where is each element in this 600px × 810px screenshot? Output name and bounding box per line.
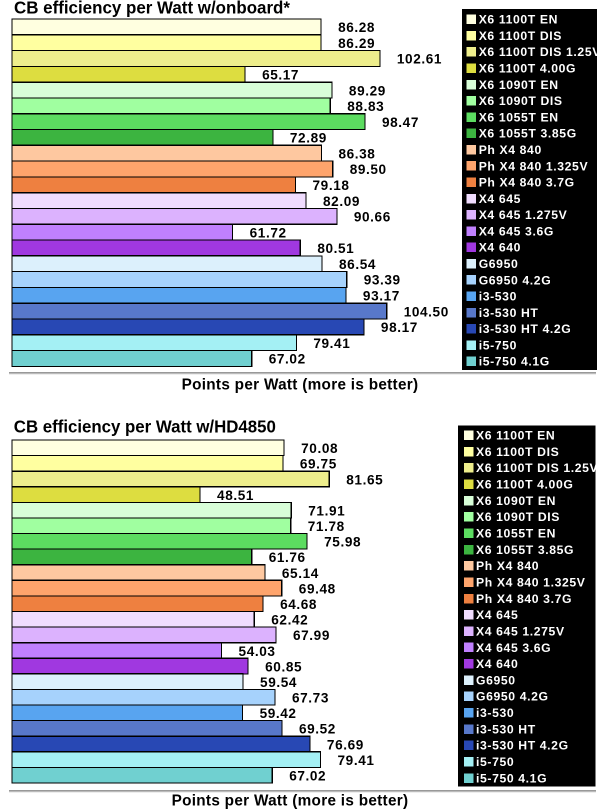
svg-text:Ph X4 840 1.325V: Ph X4 840 1.325V (476, 575, 586, 589)
svg-text:X6 1100T 4.00G: X6 1100T 4.00G (476, 478, 573, 492)
svg-text:X6 1100T EN: X6 1100T EN (479, 13, 558, 27)
svg-text:80.51: 80.51 (317, 241, 354, 256)
svg-text:86.28: 86.28 (338, 20, 375, 35)
svg-text:93.17: 93.17 (363, 289, 400, 304)
svg-text:90.66: 90.66 (354, 210, 391, 225)
svg-text:104.50: 104.50 (404, 304, 449, 319)
svg-text:i3-530 HT 4.2G: i3-530 HT 4.2G (479, 322, 572, 336)
svg-text:61.72: 61.72 (250, 225, 287, 240)
svg-text:54.03: 54.03 (239, 644, 276, 659)
svg-text:i5-750: i5-750 (479, 338, 517, 352)
svg-text:X4 645 1.275V: X4 645 1.275V (476, 624, 565, 638)
svg-text:i5-750: i5-750 (476, 755, 514, 769)
svg-text:88.83: 88.83 (347, 99, 384, 114)
svg-text:X6 1090T DIS: X6 1090T DIS (476, 510, 560, 524)
svg-text:70.08: 70.08 (301, 441, 338, 456)
svg-text:X6 1100T DIS: X6 1100T DIS (476, 445, 559, 459)
svg-text:93.39: 93.39 (364, 273, 401, 288)
svg-text:67.02: 67.02 (289, 768, 326, 783)
svg-text:X4 645 3.6G: X4 645 3.6G (479, 224, 554, 238)
svg-text:X6 1100T 4.00G: X6 1100T 4.00G (479, 62, 576, 76)
svg-text:Ph X4 840 3.7G: Ph X4 840 3.7G (479, 176, 575, 190)
svg-text:75.98: 75.98 (324, 535, 361, 550)
svg-text:X4 645 1.275V: X4 645 1.275V (479, 208, 568, 222)
svg-text:86.29: 86.29 (338, 36, 375, 51)
svg-text:G6950 4.2G: G6950 4.2G (476, 690, 549, 704)
svg-text:Points per Watt (more is bette: Points per Watt (more is better) (172, 793, 409, 810)
svg-text:89.29: 89.29 (349, 83, 386, 98)
svg-text:X6 1100T DIS 1.25V: X6 1100T DIS 1.25V (479, 45, 600, 59)
svg-text:i5-750 4.1G: i5-750 4.1G (476, 771, 547, 785)
svg-text:64.68: 64.68 (280, 597, 317, 612)
svg-text:67.02: 67.02 (269, 352, 306, 367)
svg-text:X6 1100T DIS: X6 1100T DIS (479, 29, 562, 43)
svg-text:71.78: 71.78 (308, 519, 345, 534)
svg-text:X6 1055T EN: X6 1055T EN (479, 110, 559, 124)
svg-text:X6 1100T EN: X6 1100T EN (476, 429, 555, 443)
svg-text:81.65: 81.65 (346, 472, 383, 487)
svg-text:79.18: 79.18 (313, 178, 350, 193)
svg-text:X6 1090T EN: X6 1090T EN (476, 494, 556, 508)
svg-text:79.41: 79.41 (313, 336, 350, 351)
svg-text:i3-530: i3-530 (479, 290, 517, 304)
svg-text:48.51: 48.51 (217, 488, 254, 503)
svg-text:67.99: 67.99 (293, 628, 330, 643)
svg-text:102.61: 102.61 (397, 52, 442, 67)
svg-text:69.52: 69.52 (299, 722, 336, 737)
svg-text:Ph X4 840: Ph X4 840 (476, 559, 539, 573)
svg-text:X6 1055T EN: X6 1055T EN (476, 527, 556, 541)
svg-text:98.17: 98.17 (381, 320, 418, 335)
svg-text:G6950: G6950 (479, 257, 519, 271)
svg-text:i3-530 HT: i3-530 HT (476, 722, 536, 736)
svg-text:i3-530 HT 4.2G: i3-530 HT 4.2G (476, 739, 569, 753)
svg-text:Ph X4 840 1.325V: Ph X4 840 1.325V (479, 159, 589, 173)
svg-text:X4 645: X4 645 (476, 608, 518, 622)
svg-text:98.47: 98.47 (382, 115, 419, 130)
svg-text:82.09: 82.09 (323, 194, 360, 209)
svg-text:X4 645: X4 645 (479, 192, 521, 206)
svg-text:X4 645 3.6G: X4 645 3.6G (476, 641, 551, 655)
svg-text:69.48: 69.48 (299, 581, 336, 596)
svg-text:86.38: 86.38 (338, 146, 375, 161)
svg-text:79.41: 79.41 (338, 753, 375, 768)
svg-text:CB efficiency per Watt w/onboa: CB efficiency per Watt w/onboard* (14, 0, 290, 18)
svg-text:X4 640: X4 640 (476, 657, 518, 671)
svg-text:65.17: 65.17 (262, 67, 299, 82)
svg-text:X6 1100T DIS 1.25V: X6 1100T DIS 1.25V (476, 461, 599, 475)
svg-text:Ph X4 840 3.7G: Ph X4 840 3.7G (476, 592, 572, 606)
svg-text:65.14: 65.14 (282, 566, 319, 581)
svg-text:76.69: 76.69 (327, 737, 364, 752)
svg-text:59.42: 59.42 (260, 706, 297, 721)
svg-text:X6 1055T 3.85G: X6 1055T 3.85G (479, 127, 577, 141)
svg-text:62.42: 62.42 (271, 613, 308, 628)
svg-text:Ph X4 840: Ph X4 840 (479, 143, 542, 157)
svg-text:59.54: 59.54 (260, 675, 297, 690)
svg-text:Points per Watt (more is bette: Points per Watt (more is better) (182, 377, 419, 394)
svg-text:72.89: 72.89 (290, 131, 327, 146)
svg-text:CB efficiency per Watt w/HD485: CB efficiency per Watt w/HD4850 (14, 416, 276, 436)
svg-text:i3-530: i3-530 (476, 706, 514, 720)
svg-text:G6950: G6950 (476, 673, 516, 687)
svg-text:71.91: 71.91 (308, 503, 345, 518)
svg-text:89.50: 89.50 (350, 162, 387, 177)
svg-text:X4 640: X4 640 (479, 241, 521, 255)
svg-text:60.85: 60.85 (265, 659, 302, 674)
svg-text:X6 1090T EN: X6 1090T EN (479, 78, 559, 92)
svg-text:69.75: 69.75 (300, 457, 337, 472)
svg-text:i5-750 4.1G: i5-750 4.1G (479, 355, 550, 369)
svg-text:86.54: 86.54 (339, 257, 376, 272)
svg-text:G6950 4.2G: G6950 4.2G (479, 273, 552, 287)
svg-text:X6 1090T DIS: X6 1090T DIS (479, 94, 563, 108)
svg-text:i3-530 HT: i3-530 HT (479, 306, 539, 320)
svg-text:61.76: 61.76 (269, 550, 306, 565)
svg-text:X6 1055T 3.85G: X6 1055T 3.85G (476, 543, 574, 557)
svg-text:67.73: 67.73 (292, 691, 329, 706)
